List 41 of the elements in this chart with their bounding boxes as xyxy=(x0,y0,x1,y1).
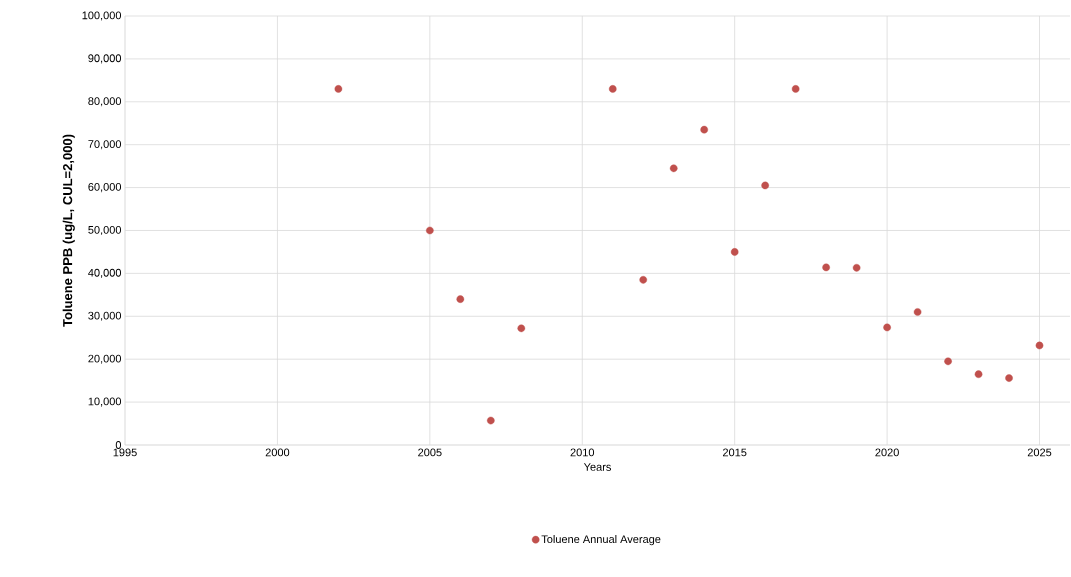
point xyxy=(913,308,922,316)
x-tick-label: 2010 xyxy=(570,448,595,457)
x-tick-label: 2020 xyxy=(875,448,899,457)
y-tick-label: 70,000 xyxy=(88,140,122,150)
y-tick-label: 0 xyxy=(115,441,122,449)
point xyxy=(883,323,891,332)
point xyxy=(639,276,648,284)
y-tick-label: 90,000 xyxy=(88,54,122,64)
x-tick-label: 1995 xyxy=(113,448,137,457)
point xyxy=(669,164,678,173)
y-tick-label: 30,000 xyxy=(88,311,122,321)
point xyxy=(456,295,465,303)
x-tick-label: 2000 xyxy=(265,448,290,457)
point xyxy=(334,85,343,93)
y-tick-label: 50,000 xyxy=(88,225,122,236)
y-tick-label: 10,000 xyxy=(88,397,122,407)
y-tick-label: 20,000 xyxy=(88,354,122,364)
point xyxy=(608,85,617,93)
y-tick-label: 60,000 xyxy=(88,183,122,193)
point xyxy=(730,248,739,256)
point xyxy=(944,357,952,366)
legend-label: Toluene Annual Average xyxy=(541,534,661,546)
point xyxy=(517,324,526,333)
y-tick-label: 40,000 xyxy=(88,268,122,278)
point xyxy=(822,263,830,272)
point xyxy=(791,85,800,93)
point xyxy=(761,181,769,190)
x-tick-label: 2015 xyxy=(723,448,747,457)
point xyxy=(426,226,434,235)
point xyxy=(1005,374,1013,382)
point xyxy=(700,125,708,134)
point xyxy=(487,416,495,425)
point xyxy=(852,264,861,272)
point xyxy=(1035,341,1044,350)
x-axis-title: Years xyxy=(583,463,611,471)
y-axis-title: Toluene PPB (ug/L, CUL=2,000) xyxy=(62,134,75,327)
x-tick-label: 2005 xyxy=(418,448,442,457)
y-tick-label: 80,000 xyxy=(88,97,122,107)
point xyxy=(974,370,983,378)
y-tick-label: 100,000 xyxy=(82,11,122,21)
x-tick-label: 2025 xyxy=(1027,448,1052,457)
